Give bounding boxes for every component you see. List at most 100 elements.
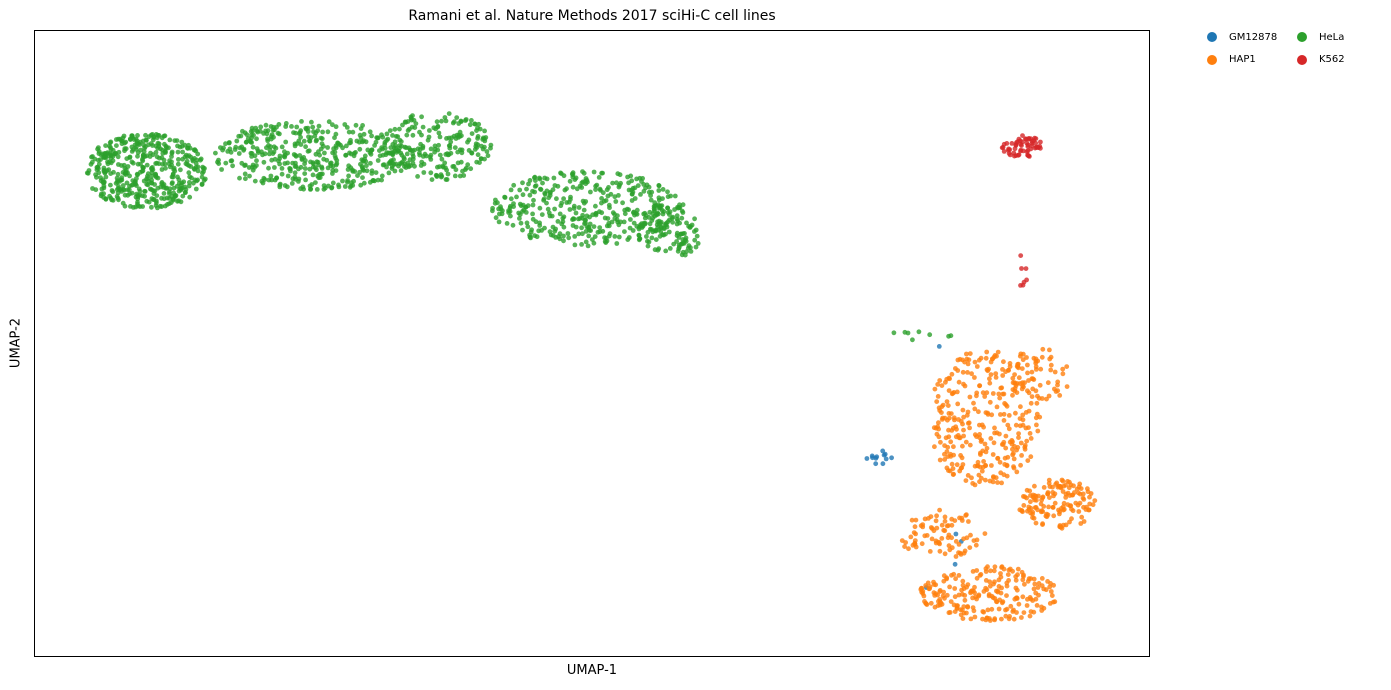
data-point-hap1: [1001, 418, 1007, 423]
data-point-hela: [420, 154, 426, 159]
data-point-hap1: [1051, 582, 1056, 588]
data-point-hela: [597, 209, 602, 215]
data-point-hap1: [933, 518, 939, 524]
data-point-hela: [386, 170, 392, 176]
data-point-hela: [640, 176, 645, 181]
data-point-hap1: [967, 425, 972, 431]
data-point-hap1: [1020, 594, 1026, 600]
data-point-hela: [610, 180, 615, 186]
data-point-hap1: [954, 603, 960, 609]
data-point-hela: [630, 228, 636, 233]
data-point-hela: [614, 217, 620, 223]
data-point-hela: [107, 159, 112, 165]
data-point-k562: [1012, 153, 1017, 159]
data-point-hela: [638, 223, 644, 229]
data-point-hap1: [1027, 613, 1033, 619]
data-point-hela: [318, 171, 324, 177]
data-point-hela: [573, 210, 579, 216]
data-point-hela: [484, 149, 490, 154]
data-point-hela: [532, 175, 537, 181]
data-point-hap1: [960, 421, 965, 427]
data-point-hela: [439, 118, 444, 124]
data-point-k562: [1024, 277, 1029, 283]
data-point-hela: [103, 174, 109, 180]
data-point-hap1: [908, 534, 914, 540]
data-point-hela: [266, 143, 271, 148]
data-point-hap1: [991, 440, 997, 446]
data-point-hela: [175, 149, 181, 155]
data-point-hap1: [957, 468, 963, 474]
data-point-hap1: [924, 533, 930, 538]
data-point-hap1: [1048, 362, 1054, 368]
data-point-hela: [520, 227, 525, 233]
data-point-hela: [158, 184, 164, 190]
data-point-hela: [175, 174, 180, 180]
data-point-hela: [191, 180, 196, 186]
data-point-hela: [458, 159, 464, 165]
data-point-hela: [254, 146, 260, 151]
data-point-hap1: [913, 517, 919, 523]
data-point-hela: [267, 151, 272, 157]
data-point-hela: [119, 189, 124, 194]
data-point-hap1: [960, 407, 966, 413]
data-point-hela: [495, 200, 500, 206]
data-point-hela: [369, 171, 375, 176]
data-point-hela: [364, 168, 370, 174]
data-point-k562: [1026, 136, 1032, 142]
data-point-hela: [106, 167, 112, 173]
data-point-hap1: [1087, 494, 1092, 500]
data-point-hela: [656, 188, 662, 193]
data-point-gm12878: [880, 448, 886, 454]
data-point-hela: [599, 196, 604, 201]
data-point-hela: [622, 211, 628, 217]
data-point-gm12878: [936, 344, 942, 349]
data-point-hela: [419, 114, 424, 120]
data-point-hela: [412, 147, 417, 153]
data-point-hela: [605, 216, 611, 221]
data-point-hela: [163, 143, 169, 149]
data-point-hela: [552, 206, 557, 212]
data-point-hela: [443, 118, 449, 124]
data-point-hap1: [1047, 347, 1052, 353]
data-point-hap1: [1028, 436, 1034, 441]
data-point-hap1: [968, 616, 974, 622]
data-point-hap1: [1006, 426, 1012, 432]
data-point-hela: [135, 161, 141, 167]
data-point-hap1: [942, 518, 948, 524]
legend-item-gm12878: GM12878: [1205, 30, 1295, 44]
data-point-hap1: [986, 592, 992, 597]
data-point-hap1: [983, 477, 988, 483]
data-point-hela: [176, 198, 182, 204]
data-point-hela: [560, 219, 566, 225]
data-point-hap1: [1003, 402, 1009, 408]
data-point-hap1: [1078, 521, 1084, 526]
data-point-hap1: [1003, 613, 1009, 619]
data-point-hap1: [983, 569, 989, 574]
data-point-hela: [313, 130, 319, 136]
data-point-hela: [306, 148, 312, 154]
data-point-hap1: [943, 435, 949, 441]
data-point-hela: [180, 149, 186, 155]
data-point-hela: [644, 234, 649, 239]
data-point-hela: [593, 203, 598, 209]
data-point-hela: [151, 188, 156, 194]
data-point-hap1: [1069, 516, 1074, 522]
data-point-hela: [150, 143, 155, 148]
data-point-hap1: [1013, 383, 1019, 389]
data-point-hap1: [1013, 577, 1019, 583]
data-point-hap1: [997, 459, 1003, 465]
data-point-hela: [377, 153, 383, 159]
data-point-hap1: [1033, 388, 1039, 394]
data-point-hela: [628, 217, 633, 222]
data-point-hela: [305, 125, 311, 131]
data-point-hela: [643, 185, 648, 191]
data-point-hap1: [1025, 362, 1030, 368]
data-point-hela: [177, 144, 183, 150]
data-point-hap1: [1031, 586, 1037, 592]
data-point-hap1: [927, 549, 933, 554]
data-point-gm12878: [880, 461, 886, 467]
scatter-points: [84, 111, 1098, 623]
data-point-hela: [570, 174, 576, 180]
data-point-hap1: [979, 468, 985, 474]
data-point-hap1: [1029, 394, 1035, 399]
